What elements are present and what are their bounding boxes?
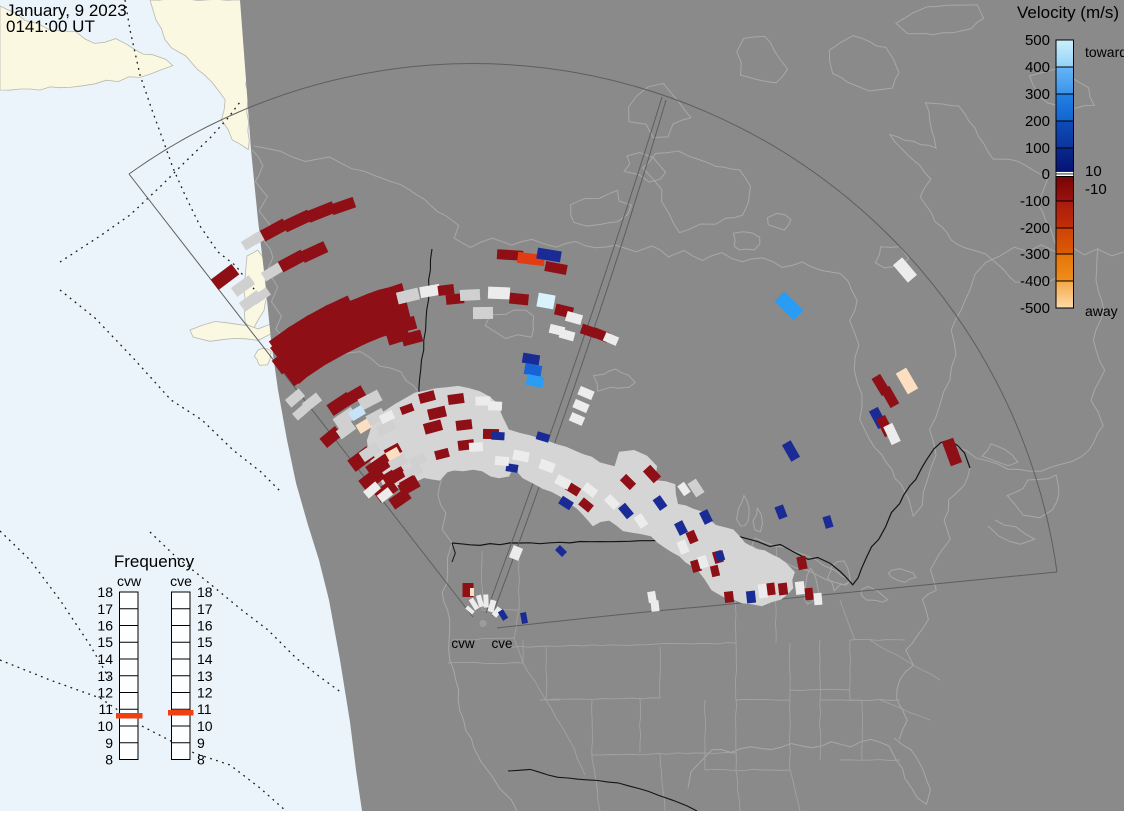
svg-text:12: 12 (97, 685, 113, 701)
svg-text:18: 18 (97, 584, 113, 600)
svg-text:13: 13 (97, 668, 113, 684)
svg-text:12: 12 (197, 685, 213, 701)
svg-text:100: 100 (1025, 140, 1050, 157)
svg-text:15: 15 (197, 634, 213, 650)
svg-text:14: 14 (197, 651, 213, 667)
svg-text:away: away (1085, 303, 1118, 319)
svg-text:Velocity (m/s): Velocity (m/s) (1017, 3, 1119, 22)
svg-text:11: 11 (98, 701, 113, 717)
svg-text:Frequency: Frequency (114, 552, 195, 571)
svg-text:300: 300 (1025, 86, 1050, 103)
svg-text:-500: -500 (1020, 300, 1050, 317)
svg-text:cve: cve (491, 636, 512, 651)
svg-text:10: 10 (97, 718, 113, 734)
svg-text:15: 15 (97, 634, 113, 650)
svg-text:200: 200 (1025, 113, 1050, 130)
svg-text:9: 9 (105, 735, 113, 751)
svg-text:10: 10 (1085, 163, 1102, 180)
svg-text:toward: toward (1085, 44, 1124, 60)
svg-text:400: 400 (1025, 59, 1050, 76)
svg-text:13: 13 (197, 668, 213, 684)
svg-text:9: 9 (197, 735, 205, 751)
svg-text:0: 0 (1042, 166, 1050, 183)
svg-text:11: 11 (197, 701, 212, 717)
svg-text:-200: -200 (1020, 220, 1050, 237)
svg-text:8: 8 (105, 752, 113, 768)
svg-text:14: 14 (97, 651, 113, 667)
svg-text:cve: cve (170, 573, 192, 589)
svg-text:500: 500 (1025, 32, 1050, 49)
svg-text:-100: -100 (1020, 193, 1050, 210)
svg-text:cvw: cvw (117, 573, 142, 589)
svg-text:-10: -10 (1085, 181, 1107, 198)
svg-text:January, 9 2023: January, 9 2023 (6, 1, 127, 20)
svg-text:cvw: cvw (451, 636, 475, 651)
svg-text:-400: -400 (1020, 273, 1050, 290)
svg-text:10: 10 (197, 718, 213, 734)
svg-text:16: 16 (97, 618, 113, 634)
svg-text:17: 17 (197, 601, 213, 617)
svg-text:18: 18 (197, 584, 213, 600)
svg-text:0141:00 UT: 0141:00 UT (6, 17, 95, 36)
svg-text:8: 8 (197, 752, 205, 768)
svg-text:16: 16 (197, 618, 213, 634)
svg-text:17: 17 (97, 601, 113, 617)
svg-text:-300: -300 (1020, 246, 1050, 263)
